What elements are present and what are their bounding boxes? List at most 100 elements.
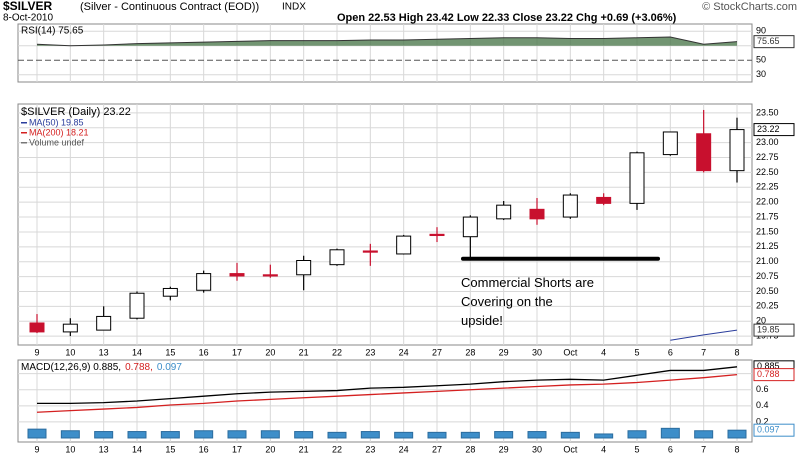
candle-body (429, 233, 445, 237)
value-tag-box (753, 423, 795, 437)
x-tick-label: 15 (165, 347, 175, 357)
y-tick-label: 20 (756, 316, 766, 326)
x-tick-label: 29 (499, 444, 509, 454)
x-tick-label: 27 (432, 444, 442, 454)
y-tick-label: 90 (756, 26, 766, 36)
candle-body (529, 208, 545, 220)
candle-body (96, 315, 112, 331)
legend-label: 0.097 (157, 362, 182, 373)
x-tick-label: 22 (332, 347, 342, 357)
panel-title: RSI(14) 75.65 (21, 26, 84, 37)
y-tick-label: 21.50 (756, 226, 779, 236)
x-tick-label: 10 (65, 444, 75, 454)
x-tick-label: 24 (399, 347, 409, 357)
candle-body (196, 273, 212, 291)
legend-label: MA(200) 18.21 (29, 127, 89, 137)
x-tick-label: 7 (701, 444, 706, 454)
value-tag: 23.22 (757, 124, 780, 134)
value-tag: 19.85 (757, 324, 780, 334)
x-tick-label: 6 (668, 444, 673, 454)
y-tick-label: 22.25 (756, 182, 779, 192)
y-tick-label: 23.00 (756, 137, 779, 147)
legend-swatch (21, 142, 27, 144)
x-tick-label: 6 (668, 347, 673, 357)
x-tick-label: 28 (465, 444, 475, 454)
x-tick-label: 10 (65, 347, 75, 357)
date: 8-Oct-2010 (3, 13, 53, 24)
x-tick-label: 30 (532, 347, 542, 357)
rsi-line (36, 36, 738, 47)
y-tick-label: 21.25 (756, 241, 779, 251)
x-tick-label: 20 (265, 347, 275, 357)
x-tick-label: 21 (299, 347, 309, 357)
histogram-bar (527, 431, 547, 439)
x-tick-label: 22 (332, 444, 342, 454)
y-tick-label: 22.75 (756, 152, 779, 162)
panel-title: MACD(12,26,9) 0.885, 0.788, 0.097 (21, 362, 182, 373)
candle-body (229, 273, 245, 277)
x-tick-label: 15 (165, 444, 175, 454)
y-tick-label: 21.75 (756, 211, 779, 221)
value-tag: 0.885 (757, 361, 780, 371)
x-tick-label: 27 (432, 347, 442, 357)
y-tick-label: 0.2 (756, 416, 769, 426)
macd-line (36, 373, 738, 413)
histogram-bar (94, 431, 114, 439)
candle-body (129, 292, 145, 319)
y-tick-label: 20.25 (756, 301, 779, 311)
histogram-bar (727, 429, 747, 439)
x-tick-label: 28 (465, 347, 475, 357)
credit: © StockCharts.com (702, 1, 797, 13)
panel-frame (17, 359, 753, 443)
value-tag-box (753, 35, 795, 49)
x-tick-label: Oct (563, 444, 578, 454)
histogram-bar (360, 431, 380, 439)
annotation-text: Covering on the (461, 294, 553, 309)
histogram-bar (27, 428, 47, 439)
x-tick-label: 23 (365, 347, 375, 357)
candle-body (162, 287, 178, 297)
x-tick-label: 9 (34, 347, 39, 357)
y-tick-label: 21.00 (756, 256, 779, 266)
x-tick-label: 4 (601, 347, 606, 357)
histogram-bar (660, 427, 680, 439)
annotation-text: Commercial Shorts are (461, 275, 594, 290)
histogram-bar (394, 431, 414, 439)
x-tick-label: 30 (532, 444, 542, 454)
histogram-bar (327, 431, 347, 439)
candle-body (729, 129, 745, 172)
candle-body (396, 235, 412, 255)
legend-label: Volume undef (29, 137, 85, 147)
legend-label: 0.788, (125, 362, 153, 373)
histogram-bar (194, 430, 214, 439)
histogram-bar (60, 430, 80, 439)
candle-body (296, 260, 312, 276)
candle-body (62, 323, 78, 333)
x-tick-label: 7 (701, 347, 706, 357)
x-tick-label: 23 (365, 444, 375, 454)
candle-body (562, 194, 578, 218)
x-tick-label: 5 (634, 347, 639, 357)
value-tag: 75.65 (757, 36, 780, 46)
value-tag: 0.097 (757, 425, 780, 435)
value-tag-box (753, 123, 795, 137)
legend-swatch (21, 132, 27, 134)
candle-body (262, 274, 278, 277)
histogram-bar (127, 431, 147, 439)
y-tick-label: 23.50 (756, 107, 779, 117)
histogram-bar (294, 431, 314, 439)
candle-body (462, 216, 478, 238)
rsi-area (37, 37, 737, 46)
ma-line (670, 329, 738, 341)
histogram-bar (494, 431, 514, 439)
x-tick-label: 20 (265, 444, 275, 454)
y-tick-label: 0.4 (756, 400, 769, 410)
y-tick-label: 50 (756, 55, 766, 65)
candle-body (29, 322, 45, 333)
x-tick-label: 9 (34, 444, 39, 454)
description: (Silver - Continuous Contract (EOD)) (80, 1, 259, 13)
legend-label: MACD(12,26,9) 0.885, (21, 362, 121, 373)
legend-label: MA(50) 19.85 (29, 117, 84, 127)
candle-body (629, 152, 645, 204)
x-tick-label: 8 (734, 444, 739, 454)
